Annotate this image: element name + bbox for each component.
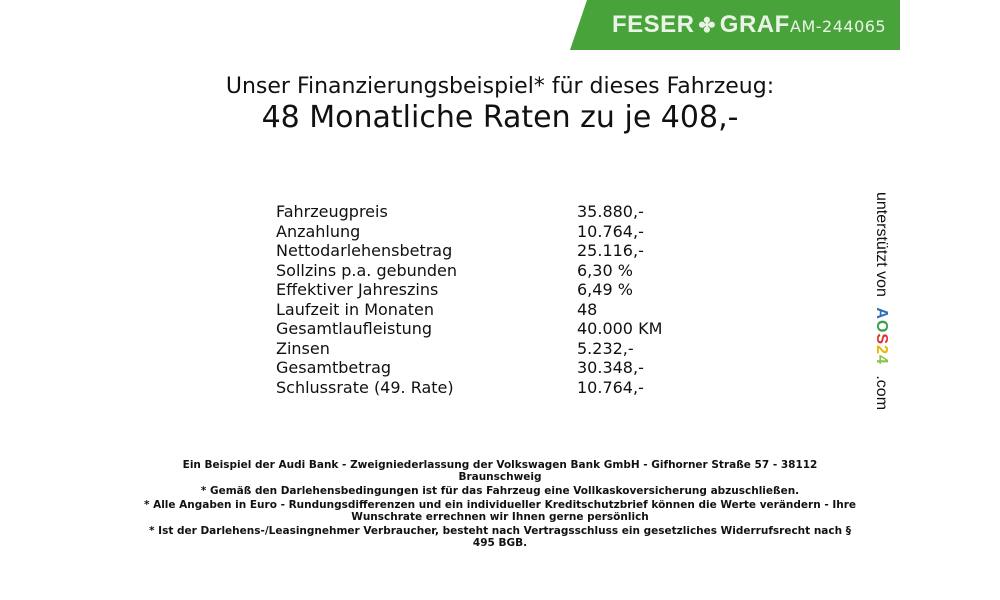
vehicle-code: AM-244065 xyxy=(790,17,887,36)
headline: Unser Finanzierungsbeispiel* für dieses … xyxy=(225,74,775,99)
disclaimer: Ein Beispiel der Audi Bank - Zweignieder… xyxy=(140,459,860,551)
row-value: 40.000 KM xyxy=(577,319,663,338)
supported-by-text: unterstützt von xyxy=(873,192,890,297)
row-value: 30.348,- xyxy=(577,358,644,377)
row-value: 10.764,- xyxy=(577,221,644,241)
row-label: Laufzeit in Monaten xyxy=(276,299,435,319)
row-label: Schlussrate (49. Rate) xyxy=(276,377,454,397)
disclaimer-withdrawal: * Ist der Darlehens-/Leasingnehmer Verbr… xyxy=(149,525,851,549)
row-label: Anzahlung xyxy=(276,221,361,241)
dealer-banner: FESER ✤ GRAF AM-244065 xyxy=(570,0,900,50)
row-value: 35.880,- xyxy=(577,202,644,221)
row-label: Fahrzeugpreis xyxy=(276,202,388,221)
table-row: Gesamtlaufleistung 40.000 KM xyxy=(276,319,696,339)
disclaimer-euro: * Alle Angaben in Euro - Rundungsdiffere… xyxy=(143,499,857,523)
row-label: Sollzins p.a. gebunden xyxy=(276,260,458,280)
row-value: 6,30 % xyxy=(577,260,633,280)
dealer-logo: FESER ✤ GRAF xyxy=(612,11,790,39)
table-row: Gesamtbetrag 30.348,- xyxy=(276,358,696,378)
table-row: Sollzins p.a. gebunden 6,30 % xyxy=(276,261,696,281)
brand-name-2: GRAF xyxy=(719,11,790,38)
row-value: 5.232,- xyxy=(577,338,634,358)
disclaimer-insurance: * Gemäß den Darlehensbedingungen ist für… xyxy=(200,485,800,497)
clover-icon: ✤ xyxy=(698,15,716,37)
row-value: 10.764,- xyxy=(577,377,644,397)
domain-suffix: .com xyxy=(873,375,890,411)
table-row: Zinsen 5.232,- xyxy=(276,339,696,359)
supported-by: unterstützt von AOS24 .com xyxy=(872,192,890,410)
table-row: Fahrzeugpreis 35.880,- xyxy=(276,202,696,222)
row-label: Gesamtbetrag xyxy=(276,358,392,377)
table-row: Schlussrate (49. Rate) 10.764,- xyxy=(276,378,696,398)
row-label: Zinsen xyxy=(276,338,330,358)
monthly-rate-title: 48 Monatliche Raten zu je 408,- xyxy=(261,100,739,135)
brand-name: FESER xyxy=(612,11,695,38)
table-row: Nettodarlehensbetrag 25.116,- xyxy=(276,241,696,261)
row-value: 48 xyxy=(577,299,598,319)
table-row: Anzahlung 10.764,- xyxy=(276,222,696,242)
aos24-logo: AOS24 xyxy=(873,307,890,365)
financing-table: Fahrzeugpreis 35.880,- Anzahlung 10.764,- … xyxy=(276,202,696,397)
row-value: 25.116,- xyxy=(577,241,644,260)
row-label: Gesamtlaufleistung xyxy=(276,319,433,338)
row-label: Nettodarlehensbetrag xyxy=(276,241,453,260)
table-row: Effektiver Jahreszins 6,49 % xyxy=(276,280,696,300)
row-value: 6,49 % xyxy=(577,280,633,299)
row-label: Effektiver Jahreszins xyxy=(276,280,439,299)
table-row: Laufzeit in Monaten 48 xyxy=(276,300,696,320)
disclaimer-bank: Ein Beispiel der Audi Bank - Zweignieder… xyxy=(182,459,818,483)
